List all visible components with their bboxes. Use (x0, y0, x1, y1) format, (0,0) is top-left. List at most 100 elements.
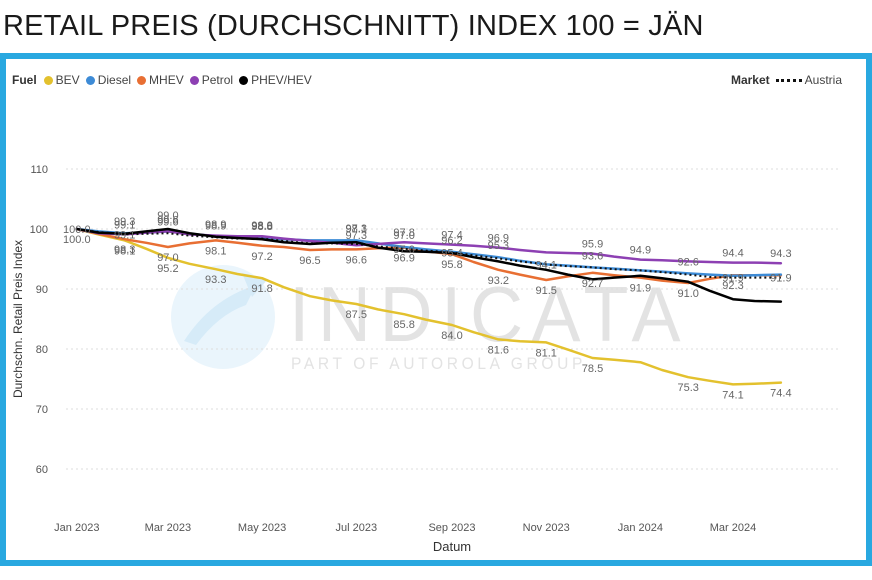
y-tick-label: 100 (30, 224, 48, 236)
data-label-austria: 95.4 (441, 247, 462, 259)
x-axis-title: Datum (433, 539, 471, 554)
data-labels: 100.0 98.1 95.2 93.3 91.8 87.5 85.8 84.0 81.6 81.… (63, 210, 792, 401)
data-label-mhev: 97.2 (251, 251, 272, 263)
watermark-brand: INDICATA (289, 270, 689, 358)
data-label-petrol: 97.3 (346, 230, 367, 242)
data-label-petrol: 98.9 (205, 221, 226, 233)
data-label-mhev: 92.7 (582, 278, 603, 290)
data-label-bev: 91.8 (251, 283, 272, 295)
grid (66, 168, 838, 470)
data-label-mhev: 97.0 (157, 252, 178, 264)
x-tick-label: Jan 2024 (618, 522, 663, 534)
series-line-bev (75, 227, 783, 386)
data-label-mhev: 96.9 (393, 253, 414, 265)
data-label-bev: 85.8 (393, 319, 414, 331)
data-label-mhev: 91.9 (630, 283, 651, 295)
legend-item-petrol[interactable]: Petrol (189, 73, 234, 87)
data-label-phev-hev: 98.0 (251, 220, 272, 232)
data-label-diesel: 98.6 (251, 220, 272, 232)
dotted-line-icon (775, 78, 802, 82)
data-label-mhev: 95.8 (441, 259, 462, 271)
data-label-petrol: 97.8 (393, 227, 414, 239)
data-label-mhev: 98.1 (205, 245, 226, 257)
data-label-diesel: 93.6 (582, 250, 603, 262)
data-label-bev: 87.5 (346, 309, 367, 321)
legend-label-mhev: MHEV (149, 73, 184, 87)
y-tick-label: 60 (36, 464, 48, 476)
series-lines (75, 227, 783, 386)
data-label-petrol: 94.9 (630, 245, 651, 257)
mhev-dot-icon (137, 75, 147, 85)
legend-item-phev-hev[interactable]: PHEV/HEV (239, 73, 312, 87)
chart-panel: INDICATA PART OF AUTOROLA GROUP 100.0 98.… (6, 59, 866, 560)
data-label-bev: 84.0 (441, 330, 462, 342)
fuel-legend-title: Fuel (12, 73, 37, 87)
data-label-diesel: 92.6 (678, 256, 699, 268)
y-tick-label: 90 (36, 284, 48, 296)
page-title: RETAIL PREIS (DURCHSCHNITT) INDEX 100 = … (3, 10, 704, 42)
x-tick-label: Nov 2023 (523, 522, 570, 534)
phev-hev-dot-icon (239, 75, 249, 85)
axes: 60 70 80 90 100 110 Jan 2023 Mar 2023 May 2023 Ju… (11, 164, 756, 554)
x-tick-label: Mar 2024 (710, 522, 756, 534)
data-label-petrol: 94.3 (770, 248, 791, 260)
data-label-mhev: 92.3 (722, 280, 743, 292)
data-label-austria: 91.9 (770, 273, 791, 285)
data-label-austria: 97.0 (393, 244, 414, 256)
data-label-bev: 81.6 (488, 344, 509, 356)
legend-label-austria: Austria (804, 73, 842, 87)
x-tick-label: Mar 2023 (145, 522, 191, 534)
data-label-bev: 81.1 (535, 347, 556, 359)
data-label-diesel: 98.1 (346, 223, 367, 235)
market-legend: Market Austria (731, 73, 848, 87)
bev-dot-icon (43, 75, 53, 85)
series-line-phev-hev (75, 227, 783, 303)
market-legend-title: Market (730, 73, 770, 87)
x-tick-label: Jan 2023 (54, 522, 99, 534)
data-label-petrol: 99.1 (114, 219, 135, 231)
data-label-petrol: 96.9 (488, 233, 509, 245)
data-label-bev: 93.3 (205, 274, 226, 286)
data-label-mhev: 96.6 (346, 254, 367, 266)
data-label-bev: 74.1 (722, 389, 743, 401)
y-axis-title: Durchschn. Retail Preis Index (11, 240, 25, 398)
line-chart: INDICATA PART OF AUTOROLA GROUP 100.0 98.… (11, 164, 838, 554)
data-label-mhev: 98.3 (114, 244, 135, 256)
data-label-petrol: 99.6 (157, 216, 178, 228)
data-label-mhev: 93.2 (488, 275, 509, 287)
data-label-diesel: 96.2 (441, 235, 462, 247)
x-tick-label: Jul 2023 (335, 522, 377, 534)
data-label-mhev: 91.5 (535, 285, 556, 297)
legend-item-bev[interactable]: BEV (43, 73, 80, 87)
data-label-diesel: 99.6 (157, 214, 178, 226)
data-label-diesel: 98.9 (205, 219, 226, 231)
data-label-petrol: 94.4 (722, 248, 743, 260)
legend-item-diesel[interactable]: Diesel (85, 73, 131, 87)
data-label-austria: 100.0 (63, 224, 91, 236)
data-label-petrol: 97.4 (441, 230, 462, 242)
x-tick-label: Sep 2023 (428, 522, 475, 534)
data-label-diesel: 97.0 (393, 230, 414, 242)
legend-item-mhev[interactable]: MHEV (137, 73, 184, 87)
data-label-austria: 91.9 (722, 273, 743, 285)
watermark-tagline: PART OF AUTOROLA GROUP (291, 354, 586, 373)
legend-item-austria[interactable]: Austria (775, 73, 842, 87)
watermark-logo-swoosh (184, 285, 256, 345)
data-label-petrol: 98.8 (251, 221, 272, 233)
data-label-petrol: 95.9 (582, 239, 603, 251)
indicata-watermark: INDICATA PART OF AUTOROLA GROUP (171, 265, 689, 373)
x-tick-label: May 2023 (238, 522, 286, 534)
data-label-austria: 99.1 (114, 229, 135, 241)
legend-label-petrol: Petrol (201, 73, 234, 87)
data-label-bev: 75.3 (678, 382, 699, 394)
data-label-austria: 94.1 (535, 259, 556, 271)
data-label-bev: 78.5 (582, 363, 603, 375)
data-label-phev-hev: 99.0 (157, 210, 178, 222)
y-tick-label: 110 (30, 164, 48, 176)
fuel-legend: Fuel BEV Diesel MHEV Petrol PHEV/HEV (12, 73, 318, 87)
data-label-diesel: 99.3 (114, 216, 135, 228)
data-label-bev: 95.2 (157, 263, 178, 275)
data-label-mhev: 96.5 (299, 255, 320, 267)
chart-frame: INDICATA PART OF AUTOROLA GROUP 100.0 98.… (0, 53, 872, 566)
data-label-bev: 98.1 (114, 245, 135, 257)
